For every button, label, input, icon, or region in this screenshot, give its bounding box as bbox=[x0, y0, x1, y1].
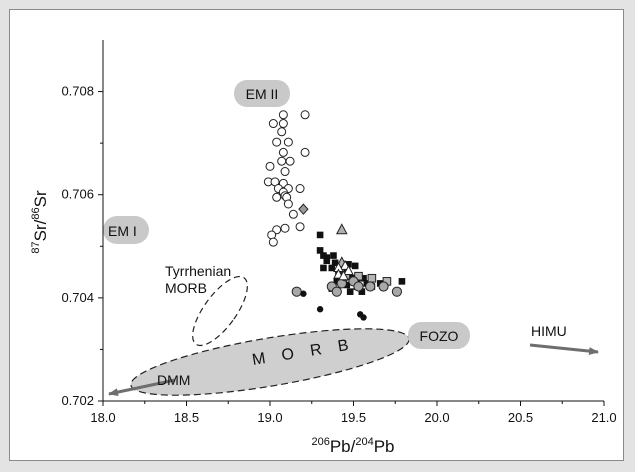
data-point-filled-square bbox=[360, 274, 367, 282]
x-tick-label: 18.0 bbox=[90, 410, 115, 425]
em2-label: EM II bbox=[246, 86, 279, 102]
data-point-open-circle bbox=[280, 167, 290, 177]
x-axis-title: 206Pb/204Pb bbox=[311, 436, 394, 456]
data-point-open-circle bbox=[300, 147, 310, 157]
data-point-gray-circle bbox=[378, 281, 389, 292]
data-point-filled-square bbox=[346, 288, 354, 295]
x-ticks: 18.0 18.5 19.0 19.5 20.0 20.5 21.0 bbox=[90, 401, 617, 425]
data-point-gray-square bbox=[354, 271, 363, 281]
tyrrhenian-morb-field bbox=[192, 275, 248, 347]
data-point-open-circle bbox=[278, 147, 288, 157]
data-point-open-circle bbox=[295, 222, 305, 232]
data-point-open-circle bbox=[268, 119, 278, 129]
data-point-gray-square bbox=[367, 273, 377, 283]
data-point-filled-square bbox=[320, 264, 327, 272]
data-point-filled-square bbox=[330, 252, 337, 259]
data-point-open-circle bbox=[280, 223, 290, 233]
data-point-filled-square bbox=[358, 288, 366, 295]
y-tick-label: 0.704 bbox=[61, 290, 94, 305]
data-point-open-circle bbox=[295, 184, 305, 194]
data-point-filled-square bbox=[345, 261, 352, 268]
data-point-filled-square bbox=[328, 264, 336, 272]
y-ticks: 0.702 0.704 0.706 0.708 bbox=[61, 84, 103, 408]
data-point-open-circle bbox=[277, 156, 287, 166]
dmm-arrow bbox=[108, 378, 176, 397]
data-point-filled-circle bbox=[316, 306, 324, 313]
em1-label: EM I bbox=[108, 223, 137, 239]
data-point-open-circle bbox=[285, 156, 295, 166]
data-point-open-circle bbox=[283, 199, 293, 209]
x-tick-label: 19.5 bbox=[341, 410, 366, 425]
data-point-gray-circle bbox=[353, 281, 364, 292]
y-tick-label: 0.702 bbox=[61, 393, 94, 408]
data-point-open-circle bbox=[272, 192, 282, 202]
data-point-filled-square bbox=[333, 278, 341, 285]
fozo-badge bbox=[408, 322, 470, 349]
data-point-gray-circle bbox=[365, 281, 376, 292]
data-point-filled-square bbox=[320, 252, 327, 259]
data-point-filled-square bbox=[331, 259, 339, 267]
x-tick-label: 21.0 bbox=[591, 410, 616, 425]
field-regions: EM II EM I FOZO HIMU DMM M O R B Tyrrhen… bbox=[103, 80, 599, 397]
data-point-open-triangle bbox=[343, 264, 354, 276]
data-point-open-circle bbox=[288, 209, 298, 219]
y-axis-title: 87Sr/86Sr bbox=[30, 190, 50, 254]
data-point-filled-square bbox=[343, 281, 351, 289]
data-point-open-circle bbox=[272, 137, 282, 147]
data-point-open-circle bbox=[277, 127, 287, 137]
em2-badge bbox=[234, 80, 290, 107]
data-point-gray-triangle bbox=[335, 223, 348, 235]
tyrrhenian-label-line1: Tyrrhenian bbox=[165, 263, 231, 279]
data-point-filled-square bbox=[316, 231, 324, 239]
data-point-open-circle bbox=[278, 110, 288, 120]
y-tick-label: 0.708 bbox=[61, 84, 94, 99]
axes: 18.0 18.5 19.0 19.5 20.0 20.5 21.0 0.7020.7040… bbox=[61, 40, 617, 425]
data-point-open-circle bbox=[267, 230, 277, 240]
y-tick-label: 0.706 bbox=[61, 187, 94, 202]
data-point-gray-diamond bbox=[298, 203, 309, 215]
data-point-filled-square bbox=[351, 262, 359, 270]
x-tick-label: 18.5 bbox=[174, 410, 199, 425]
x-tick-label: 20.0 bbox=[424, 410, 449, 425]
data-point-filled-circle bbox=[360, 314, 367, 321]
data-point-open-circle bbox=[268, 237, 278, 247]
data-point-filled-circle bbox=[300, 290, 307, 297]
tyrrhenian-label-line2: MORB bbox=[165, 280, 207, 296]
himu-arrow bbox=[529, 343, 599, 356]
data-point-open-circle bbox=[283, 137, 293, 147]
data-point-open-circle bbox=[300, 110, 310, 120]
data-point-gray-circle bbox=[291, 286, 302, 297]
data-point-open-circle bbox=[265, 161, 275, 171]
data-point-filled-square bbox=[316, 247, 324, 254]
data-point-filled-square bbox=[398, 278, 406, 285]
data-point-open-circle bbox=[278, 119, 288, 129]
dmm-label: DMM bbox=[157, 372, 190, 388]
data-point-gray-circle bbox=[331, 286, 342, 297]
fozo-label: FOZO bbox=[420, 328, 459, 344]
data-point-open-triangle bbox=[338, 270, 349, 281]
x-tick-label: 19.0 bbox=[257, 410, 282, 425]
himu-label: HIMU bbox=[531, 323, 567, 339]
data-points bbox=[263, 110, 406, 321]
data-point-filled-square bbox=[323, 257, 331, 265]
em1-badge bbox=[103, 216, 149, 244]
x-tick-label: 20.5 bbox=[508, 410, 533, 425]
data-point-gray-circle bbox=[391, 286, 403, 297]
